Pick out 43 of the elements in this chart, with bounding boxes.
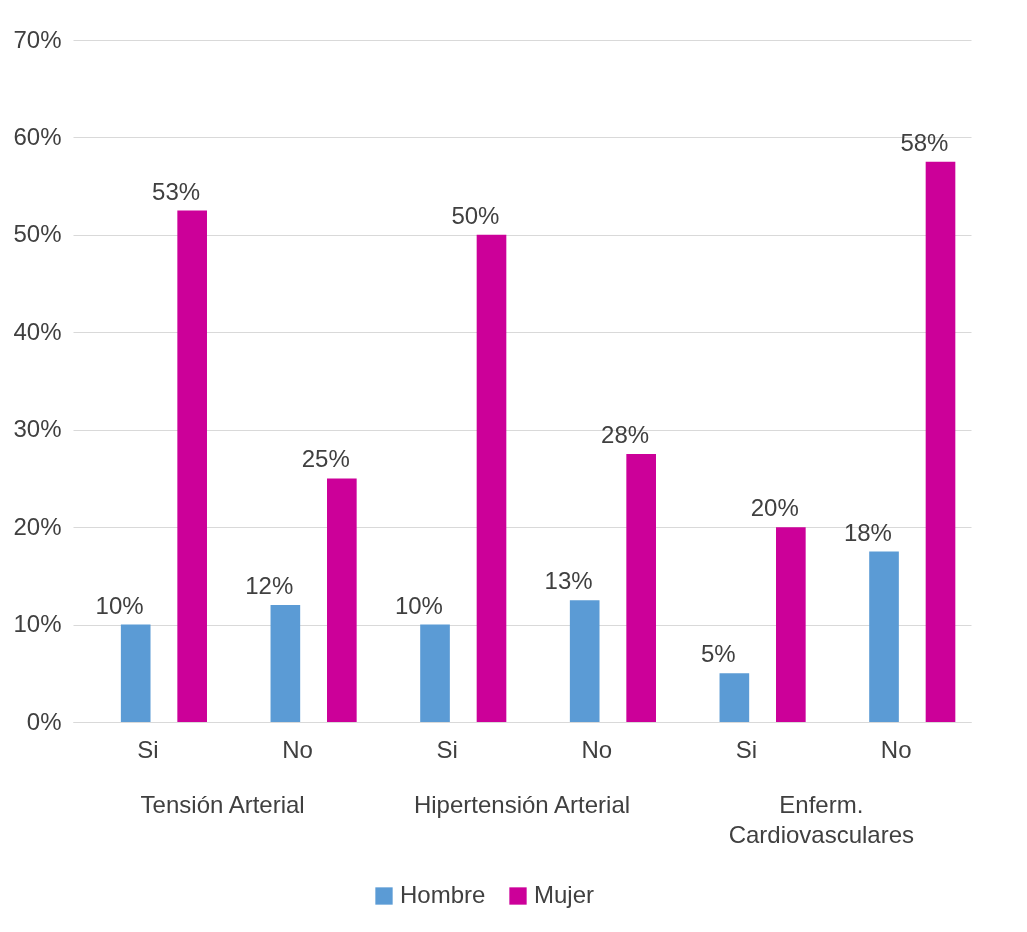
- data-label: 28%: [601, 421, 650, 449]
- text: Hipertensión Arterial: [413, 791, 631, 818]
- bar: [420, 624, 450, 722]
- data-label: 10%: [95, 591, 144, 619]
- data-label: 20%: [750, 494, 799, 522]
- bar: [776, 527, 806, 722]
- bar: [925, 161, 956, 722]
- data-label: 50%: [451, 201, 500, 229]
- x-tick-label: No: [282, 735, 313, 763]
- legend-label: Hombre: [400, 881, 486, 908]
- data-label: 12%: [245, 572, 294, 600]
- y-tick-label: 40%: [13, 317, 62, 345]
- data-label: 18%: [843, 518, 892, 546]
- text: Tensión Arterial: [140, 791, 305, 818]
- y-tick-label: 20%: [13, 512, 62, 540]
- y-tick-label: 50%: [13, 220, 62, 248]
- y-tick-label: 10%: [13, 610, 62, 638]
- bar: [327, 478, 357, 722]
- data-label: 10%: [394, 591, 443, 619]
- data-label: 13%: [544, 567, 593, 595]
- bar: [476, 234, 507, 722]
- data-label: 5%: [700, 640, 736, 668]
- bar: [177, 210, 207, 722]
- x-tick-label: Si: [735, 735, 758, 763]
- data-label: 58%: [900, 128, 949, 156]
- x-tick-label: No: [880, 735, 912, 763]
- data-label: 25%: [301, 445, 350, 473]
- bar: [719, 673, 750, 722]
- bar: [270, 605, 301, 722]
- text: Enferm. Cardiovasculares: [728, 791, 915, 848]
- y-tick-label: 0%: [26, 707, 62, 735]
- x-tick-label: No: [581, 735, 613, 763]
- bar: [869, 551, 899, 722]
- y-tick-label: 60%: [13, 122, 62, 150]
- y-tick-label: 30%: [13, 415, 62, 443]
- bar: [569, 600, 600, 722]
- bar: [626, 454, 656, 722]
- x-tick-label: Si: [137, 735, 159, 763]
- data-label: 53%: [152, 177, 201, 205]
- y-tick-label: 70%: [13, 25, 62, 53]
- x-tick-label: Si: [436, 735, 458, 763]
- legend-label: Mujer: [534, 881, 595, 908]
- bar: [120, 624, 151, 722]
